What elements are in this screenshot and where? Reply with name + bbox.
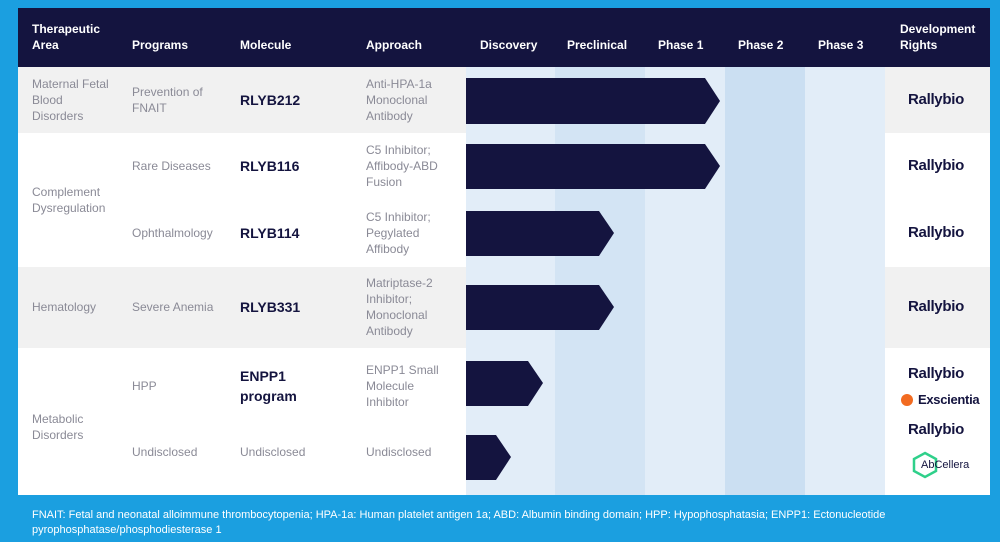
header-cell: Molecule bbox=[240, 38, 292, 52]
header-cell: Development Rights bbox=[900, 22, 976, 52]
header-cell: Approach bbox=[366, 38, 423, 52]
approach: Matriptase-2 Inhibitor; Monoclonal Antib… bbox=[366, 276, 433, 338]
program: Undisclosed bbox=[132, 445, 198, 459]
rights: Rallybio bbox=[908, 365, 964, 382]
abcellera-icon bbox=[912, 451, 938, 479]
area: Hematology bbox=[32, 300, 97, 314]
progress-bar bbox=[466, 435, 511, 480]
area: Maternal Fetal Blood Disorders bbox=[32, 77, 109, 123]
approach: Anti-HPA-1a Monoclonal Antibody bbox=[366, 77, 432, 123]
header-cell: Phase 3 bbox=[818, 38, 864, 52]
rights: Exscientia bbox=[918, 392, 980, 407]
program: Ophthalmology bbox=[132, 226, 213, 240]
area: Metabolic Disorders bbox=[32, 412, 84, 442]
molecule: ENPP1 program bbox=[240, 368, 297, 404]
progress-bar bbox=[466, 144, 720, 189]
molecule: RLYB331 bbox=[240, 299, 301, 315]
area: Complement Dysregulation bbox=[32, 185, 106, 215]
stage-col bbox=[555, 67, 645, 495]
stage-col bbox=[805, 67, 885, 495]
program: Rare Diseases bbox=[132, 159, 211, 173]
rights: AbCellera bbox=[921, 459, 970, 471]
header-cell: Phase 1 bbox=[658, 38, 704, 52]
rights: Rallybio bbox=[908, 224, 964, 241]
program: Prevention of FNAIT bbox=[132, 85, 203, 115]
approach: C5 Inhibitor; Pegylated Affibody bbox=[366, 210, 431, 256]
molecule: Undisclosed bbox=[240, 445, 306, 459]
header-cell: Phase 2 bbox=[738, 38, 784, 52]
rights: Rallybio bbox=[908, 421, 964, 438]
stage-col bbox=[645, 67, 725, 495]
header-cell: Programs bbox=[132, 38, 189, 52]
header-cell: Discovery bbox=[480, 38, 538, 52]
rights: Rallybio bbox=[908, 91, 964, 108]
stage-col bbox=[725, 67, 805, 495]
header-cell: Therapeutic Area bbox=[32, 22, 101, 52]
exscientia-icon bbox=[901, 394, 913, 406]
rights: Rallybio bbox=[908, 298, 964, 315]
program: Severe Anemia bbox=[132, 300, 214, 314]
header-bg bbox=[18, 8, 990, 67]
stage-col bbox=[466, 67, 555, 495]
rights: Rallybio bbox=[908, 157, 964, 174]
progress-bar bbox=[466, 211, 614, 256]
approach: C5 Inhibitor; Affibody-ABD Fusion bbox=[366, 143, 438, 189]
progress-bar bbox=[466, 285, 614, 330]
approach: ENPP1 Small Molecule Inhibitor bbox=[366, 363, 439, 409]
footnote: FNAIT: Fetal and neonatal alloimmune thr… bbox=[32, 509, 886, 536]
progress-bar bbox=[466, 78, 720, 124]
progress-bar bbox=[466, 361, 543, 406]
header-cell: Preclinical bbox=[567, 38, 628, 52]
molecule: RLYB116 bbox=[240, 158, 300, 174]
molecule: RLYB114 bbox=[240, 225, 300, 241]
approach: Undisclosed bbox=[366, 445, 432, 459]
molecule: RLYB212 bbox=[240, 92, 301, 108]
program: HPP bbox=[132, 379, 157, 393]
